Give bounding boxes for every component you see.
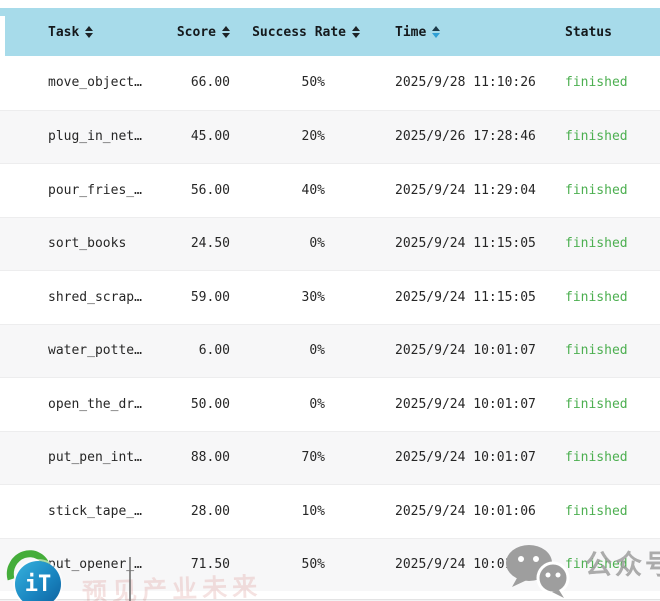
time-cell: 2025/9/24 11:15:05 [395,289,536,305]
success-rate-cell: 0% [309,236,325,252]
score-cell: 71.50 [190,557,230,573]
watermark-logo: iT [0,542,70,601]
table-row: shred_scrap… 59.00 30% 2025/9/24 11:15:0… [0,270,660,324]
success-rate-cell: 30% [301,289,325,305]
time-cell: 2025/9/24 10:01:07 [395,396,536,412]
table-row: open_the_dr… 50.00 0% 2025/9/24 10:01:07… [0,377,660,431]
time-cell: 2025/9/24 10:01:07 [395,450,536,466]
score-cell: 24.50 [190,236,230,252]
task-cell: sort_books [48,236,127,252]
sort-icon[interactable] [222,26,230,38]
success-rate-cell: 10% [301,503,325,519]
time-cell: 2025/9/28 11:10:26 [395,75,536,91]
score-cell: 59.00 [190,289,230,305]
wechat-label: 公众号 [585,550,660,581]
time-cell: 2025/9/24 10:01:06 [395,503,536,519]
header-corner-mask [0,16,5,64]
table-row: plug_in_net… 45.00 20% 2025/9/26 17:28:4… [0,109,660,163]
column-label-time: Time [395,24,427,40]
score-cell: 66.00 [190,75,230,91]
task-cell: stick_tape_… [48,503,142,519]
table-row: sort_books 24.50 0% 2025/9/24 11:15:05 f… [0,216,660,270]
score-cell: 56.00 [190,182,230,198]
status-badge: finished [565,129,628,145]
task-cell: move_object… [48,75,142,91]
score-cell: 50.00 [190,396,230,412]
column-header-task[interactable]: Task [0,25,165,40]
success-rate-cell: 20% [301,129,325,145]
column-header-time[interactable]: Time [360,25,560,40]
success-rate-cell: 50% [301,557,325,573]
wechat-icon [506,545,570,598]
task-cell: put_opener_… [48,557,142,573]
column-label-score: Score [176,24,216,40]
score-cell: 6.00 [198,343,230,359]
score-cell: 45.00 [190,129,230,145]
success-rate-cell: 0% [309,396,325,412]
status-badge: finished [565,557,628,573]
task-cell: plug_in_net… [48,129,142,145]
column-header-status: Status [560,25,660,40]
status-badge: finished [565,289,628,305]
column-label-task: Task [48,24,80,40]
success-rate-cell: 70% [301,450,325,466]
sort-icon[interactable] [85,26,94,38]
table-row: put_pen_int… 88.00 70% 2025/9/24 10:01:0… [0,430,660,484]
status-badge: finished [565,503,628,519]
score-cell: 28.00 [190,503,230,519]
task-cell: water_potte… [48,343,142,359]
column-label-status: Status [565,24,612,40]
table-header: Task Score Success Rate Time Status [0,8,660,56]
table-row: pour_fries_… 56.00 40% 2025/9/24 11:29:0… [0,163,660,217]
status-badge: finished [565,343,628,359]
time-cell: 2025/9/24 10:01:06 [395,557,536,573]
time-cell: 2025/9/24 10:01:07 [395,343,536,359]
status-badge: finished [565,75,628,91]
watermark-text: 预见产业未来 [81,571,263,601]
table-row: move_object… 66.00 50% 2025/9/28 11:10:2… [0,56,660,110]
sort-icon-active[interactable] [432,26,441,38]
time-cell: 2025/9/24 11:15:05 [395,236,536,252]
logo-blue-circle: iT [15,561,61,601]
status-badge: finished [565,236,628,252]
table-row: water_potte… 6.00 0% 2025/9/24 10:01:07 … [0,323,660,377]
success-rate-cell: 0% [309,343,325,359]
task-cell: open_the_dr… [48,396,142,412]
status-badge: finished [565,182,628,198]
time-cell: 2025/9/26 17:28:46 [395,129,536,145]
success-rate-cell: 40% [301,182,325,198]
status-badge: finished [565,450,628,466]
time-cell: 2025/9/24 11:29:04 [395,182,536,198]
success-rate-cell: 50% [301,75,325,91]
column-label-success-rate: Success Rate [252,24,346,40]
task-cell: shred_scrap… [48,289,142,305]
column-header-score[interactable]: Score [165,25,230,40]
wechat-watermark: 公众号 [505,544,660,600]
table-body: move_object… 66.00 50% 2025/9/28 11:10:2… [0,56,660,591]
task-cell: pour_fries_… [48,182,142,198]
column-header-success-rate[interactable]: Success Rate [230,25,360,40]
score-cell: 88.00 [190,450,230,466]
page-bottom-strip [0,599,660,601]
status-badge: finished [565,396,628,412]
sort-icon[interactable] [352,26,360,38]
results-table: Task Score Success Rate Time Status [0,8,660,591]
table-row: stick_tape_… 28.00 10% 2025/9/24 10:01:0… [0,484,660,538]
task-cell: put_pen_int… [48,450,142,466]
text-cursor [129,557,131,601]
